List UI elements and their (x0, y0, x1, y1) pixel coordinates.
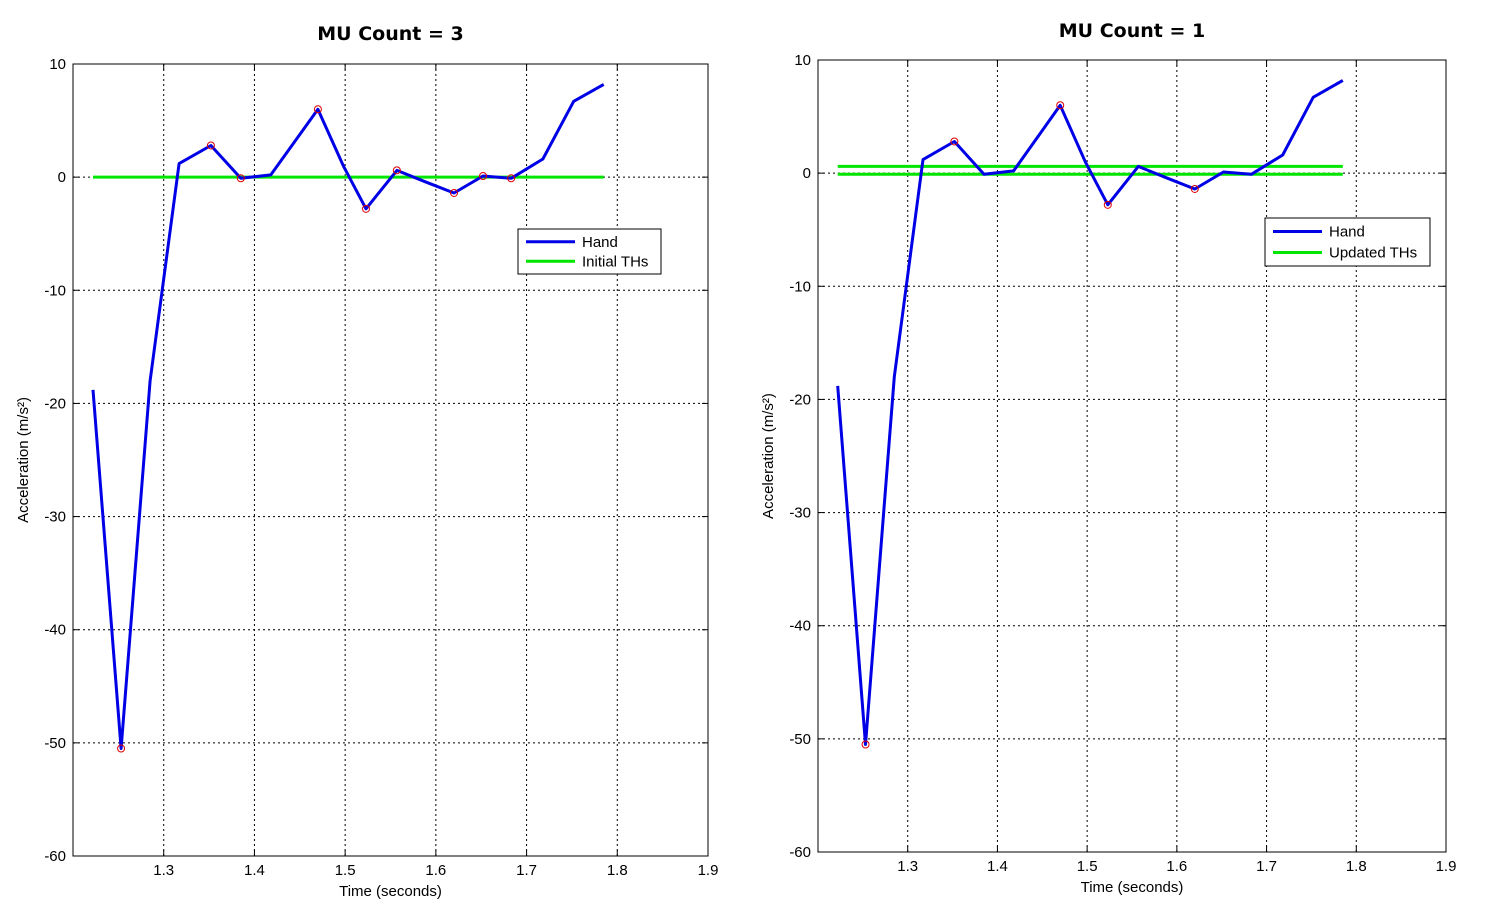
y-axis-label: Acceleration (m/s²) (15, 397, 32, 523)
y-tick-label: 10 (49, 56, 66, 73)
chart-title: MU Count = 3 (317, 23, 463, 45)
y-tick-label: -40 (44, 622, 66, 639)
y-tick-label: -10 (789, 278, 811, 295)
x-tick-label: 1.4 (987, 858, 1008, 875)
y-tick-label: -60 (789, 844, 811, 861)
peak-marker (450, 188, 458, 197)
series-hand-line (91, 83, 605, 750)
y-tick-label: 0 (803, 165, 811, 182)
y-tick-label: -40 (789, 618, 811, 635)
x-tick-label: 1.7 (1256, 858, 1277, 875)
x-axis-label: Time (seconds) (1081, 879, 1184, 896)
axes-box (817, 59, 1447, 853)
legend-label: Hand (1329, 224, 1365, 241)
peak-marker (1056, 101, 1065, 110)
x-tick-label: 1.6 (1166, 858, 1187, 875)
y-tick-label: -20 (44, 395, 66, 412)
legend-label: Initial THs (582, 253, 648, 270)
x-tick-label: 1.8 (607, 862, 628, 879)
y-tick-label: -20 (789, 391, 811, 408)
chart-panel-1: 1.3 1.4 1.5 1.6 1.7 1.8 1.9 -60 -50 -40 -30 -20 -10 0… (15, 23, 718, 900)
y-tick-label: -50 (44, 735, 66, 752)
x-tick-label: 1.8 (1346, 858, 1367, 875)
peak-marker (236, 174, 245, 183)
peak-marker (117, 744, 126, 753)
peak-marker (507, 174, 516, 183)
peak-marker (861, 740, 870, 749)
y-tick-label: -50 (789, 731, 811, 748)
y-tick-label: -60 (44, 848, 66, 865)
y-tick-label: -30 (789, 505, 811, 522)
x-tick-label: 1.9 (1436, 858, 1457, 875)
legend: Hand Initial THs (517, 228, 662, 275)
peak-marker (1190, 184, 1199, 193)
y-tick-label: -30 (44, 509, 66, 526)
x-tick-label: 1.4 (244, 862, 265, 879)
y-tick-label: -10 (44, 282, 66, 299)
plot-area (73, 64, 708, 856)
y-tick-label: 10 (794, 52, 811, 69)
legend-label: Updated THs (1329, 245, 1417, 262)
series-hand-line (836, 79, 1344, 746)
peak-marker (1103, 200, 1112, 209)
x-tick-label: 1.3 (153, 862, 174, 879)
legend-box (1264, 217, 1431, 267)
y-tick-label: 0 (58, 169, 66, 186)
y-axis-label: Acceleration (m/s²) (760, 393, 777, 519)
x-tick-label: 1.9 (698, 862, 719, 879)
x-tick-label: 1.3 (897, 858, 918, 875)
chart-title: MU Count = 1 (1059, 20, 1205, 42)
peak-marker (392, 166, 401, 175)
x-tick-label: 1.5 (335, 862, 356, 879)
peak-marker (362, 204, 371, 213)
x-tick-label: 1.7 (516, 862, 537, 879)
peak-marker (313, 105, 322, 114)
chart-panel-2: 1.3 1.4 1.5 1.6 1.7 1.8 1.9 -60 -50 -40 -30 -20 -10 0… (760, 20, 1456, 896)
x-tick-label: 1.5 (1077, 858, 1098, 875)
legend-box (517, 228, 662, 275)
legend-label: Hand (582, 234, 618, 251)
x-axis-label: Time (seconds) (339, 883, 442, 900)
axes-box (72, 63, 709, 857)
peak-marker (950, 137, 959, 146)
legend: Hand Updated THs (1264, 217, 1431, 267)
x-tick-label: 1.6 (425, 862, 446, 879)
peak-marker (206, 141, 215, 150)
plot-area (818, 60, 1446, 852)
peak-marker (479, 172, 488, 181)
